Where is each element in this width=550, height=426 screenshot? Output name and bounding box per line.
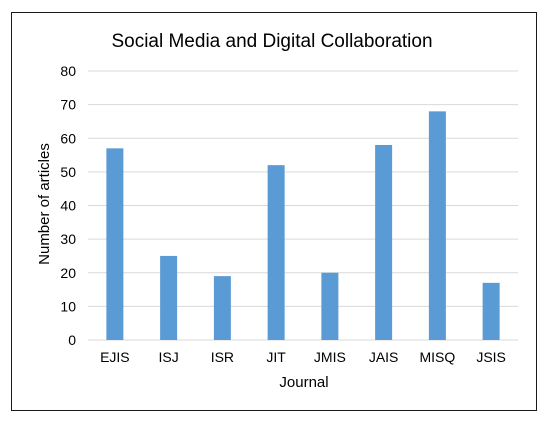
x-tick-label-isr: ISR xyxy=(211,349,234,365)
x-tick-label-jsis: JSIS xyxy=(476,349,506,365)
y-axis-label: Number of articles xyxy=(36,143,53,265)
gridlines xyxy=(88,70,518,341)
y-tick-label: 0 xyxy=(68,332,76,348)
bar-jit xyxy=(267,165,285,340)
bar-jsis xyxy=(482,282,500,340)
x-tick-label-jmis: JMIS xyxy=(314,349,346,365)
y-tick-label: 80 xyxy=(60,63,76,79)
y-tick-label: 30 xyxy=(60,231,76,247)
y-tick-label: 10 xyxy=(60,298,76,314)
x-tick-label-jais: JAIS xyxy=(369,349,399,365)
bars xyxy=(106,111,500,340)
bar-isj xyxy=(160,255,178,340)
y-tick-label: 20 xyxy=(60,265,76,281)
x-tick-label-ejis: EJIS xyxy=(100,349,130,365)
x-tick-label-isj: ISJ xyxy=(159,349,179,365)
bar-misq xyxy=(428,111,446,340)
x-tick-label-jit: JIT xyxy=(266,349,286,365)
x-tick-label-misq: MISQ xyxy=(419,349,455,365)
y-tick-label: 70 xyxy=(60,97,76,113)
y-tick-label: 40 xyxy=(60,198,76,214)
bar-jmis xyxy=(321,272,339,340)
bar-isr xyxy=(213,276,231,340)
y-axis-ticks: 0 10 20 30 40 50 60 70 80 xyxy=(60,63,76,348)
x-axis-label: Journal xyxy=(279,374,328,391)
bar-ejis xyxy=(106,148,124,340)
y-tick-label: 60 xyxy=(60,130,76,146)
x-axis-ticks: EJIS ISJ ISR JIT JMIS JAIS MISQ JSIS xyxy=(100,349,506,365)
y-tick-label: 50 xyxy=(60,164,76,180)
chart-title: Social Media and Digital Collaboration xyxy=(111,31,432,52)
bar-jais xyxy=(375,144,393,340)
